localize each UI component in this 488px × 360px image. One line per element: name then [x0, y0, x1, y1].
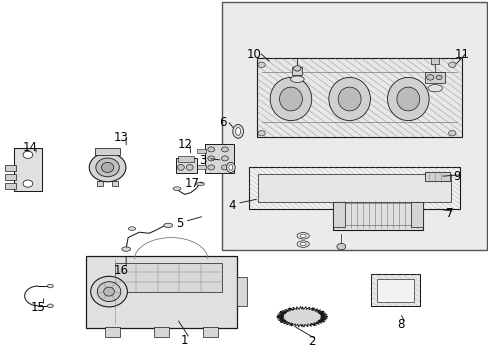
- Ellipse shape: [328, 77, 369, 121]
- Ellipse shape: [173, 187, 181, 190]
- Bar: [376, 279, 413, 302]
- Ellipse shape: [279, 87, 302, 111]
- Text: 4: 4: [228, 199, 236, 212]
- Bar: [205, 144, 233, 173]
- Bar: [430, 58, 438, 64]
- Ellipse shape: [97, 282, 121, 301]
- Text: 12: 12: [177, 138, 192, 150]
- Bar: [425, 72, 444, 83]
- Bar: [425, 172, 449, 181]
- Text: 13: 13: [114, 131, 128, 144]
- Text: 15: 15: [31, 301, 45, 314]
- Ellipse shape: [290, 76, 304, 82]
- Bar: [410, 202, 422, 227]
- Ellipse shape: [300, 234, 305, 238]
- Ellipse shape: [207, 156, 214, 161]
- Ellipse shape: [448, 62, 455, 68]
- Ellipse shape: [207, 147, 214, 152]
- Ellipse shape: [448, 130, 455, 136]
- Ellipse shape: [226, 162, 235, 172]
- Ellipse shape: [426, 75, 433, 80]
- Text: 14: 14: [23, 141, 38, 154]
- Bar: [237, 277, 246, 306]
- Text: 5: 5: [176, 217, 183, 230]
- Bar: [154, 327, 168, 337]
- Bar: [196, 165, 206, 169]
- Ellipse shape: [221, 156, 228, 161]
- Bar: [370, 274, 419, 306]
- Bar: [203, 327, 217, 337]
- Text: 11: 11: [454, 48, 468, 60]
- Text: 16: 16: [114, 264, 128, 277]
- Ellipse shape: [435, 75, 441, 80]
- Ellipse shape: [221, 147, 228, 152]
- Polygon shape: [276, 306, 327, 327]
- Bar: [115, 263, 222, 292]
- Ellipse shape: [186, 165, 193, 170]
- Text: 10: 10: [246, 48, 261, 60]
- Ellipse shape: [47, 284, 53, 288]
- Bar: [196, 149, 206, 153]
- Text: 3: 3: [199, 154, 206, 167]
- Ellipse shape: [102, 162, 113, 172]
- Bar: [292, 67, 302, 75]
- Ellipse shape: [207, 165, 214, 170]
- Bar: [256, 58, 461, 137]
- Ellipse shape: [23, 151, 33, 158]
- Text: 6: 6: [218, 116, 226, 129]
- Bar: [332, 202, 344, 227]
- Ellipse shape: [386, 77, 428, 121]
- Ellipse shape: [258, 62, 265, 68]
- Bar: [5, 165, 16, 171]
- Ellipse shape: [163, 223, 172, 228]
- Ellipse shape: [221, 165, 228, 170]
- Ellipse shape: [396, 87, 419, 111]
- Ellipse shape: [427, 85, 442, 92]
- Ellipse shape: [300, 243, 305, 246]
- Ellipse shape: [228, 165, 232, 170]
- Bar: [178, 156, 194, 162]
- Bar: [176, 158, 196, 173]
- Bar: [85, 256, 237, 328]
- Ellipse shape: [232, 125, 243, 138]
- Bar: [5, 174, 16, 180]
- Text: 17: 17: [184, 177, 199, 190]
- Ellipse shape: [296, 233, 309, 239]
- Ellipse shape: [196, 182, 204, 186]
- Bar: [249, 167, 459, 209]
- Ellipse shape: [177, 165, 184, 170]
- Bar: [14, 148, 42, 191]
- Bar: [97, 181, 102, 186]
- Text: 9: 9: [452, 170, 460, 183]
- Ellipse shape: [338, 87, 360, 111]
- Ellipse shape: [23, 180, 33, 187]
- Ellipse shape: [128, 227, 136, 230]
- Text: 7: 7: [445, 207, 453, 220]
- Text: 1: 1: [181, 334, 188, 347]
- Ellipse shape: [235, 127, 240, 135]
- Ellipse shape: [90, 276, 127, 307]
- Ellipse shape: [122, 247, 130, 251]
- Bar: [95, 148, 120, 155]
- Ellipse shape: [296, 241, 309, 247]
- Bar: [222, 2, 486, 250]
- Ellipse shape: [258, 130, 265, 136]
- Bar: [332, 198, 422, 230]
- Ellipse shape: [293, 66, 301, 71]
- Bar: [258, 174, 450, 202]
- Ellipse shape: [336, 243, 345, 250]
- Bar: [105, 327, 120, 337]
- Ellipse shape: [47, 304, 53, 307]
- Ellipse shape: [89, 153, 126, 182]
- Ellipse shape: [96, 158, 119, 177]
- Bar: [112, 181, 118, 186]
- Ellipse shape: [269, 77, 311, 121]
- Text: 8: 8: [396, 318, 404, 331]
- Bar: [5, 183, 16, 189]
- Ellipse shape: [103, 287, 114, 296]
- Text: 2: 2: [307, 335, 315, 348]
